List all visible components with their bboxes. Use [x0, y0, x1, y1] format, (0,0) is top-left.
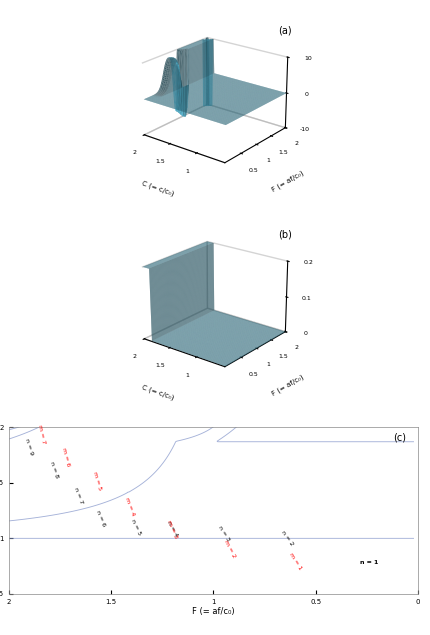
Text: n = 1: n = 1	[359, 560, 377, 565]
Text: m = 4: m = 4	[123, 497, 135, 517]
Text: n = 4: n = 4	[166, 521, 178, 538]
X-axis label: C (= c/c₀): C (= c/c₀)	[141, 384, 175, 401]
Text: n = 6: n = 6	[95, 509, 106, 527]
Text: m = 6: m = 6	[61, 447, 71, 467]
X-axis label: C (= c/c₀): C (= c/c₀)	[141, 180, 175, 197]
Text: (a): (a)	[278, 25, 292, 36]
Text: m = 3: m = 3	[166, 519, 178, 539]
Text: n = 5: n = 5	[129, 518, 141, 536]
Text: n = 8: n = 8	[49, 460, 58, 478]
Text: n = 2: n = 2	[280, 530, 293, 547]
Text: m = 5: m = 5	[92, 471, 101, 490]
Text: (b): (b)	[278, 229, 292, 239]
Text: m = 2: m = 2	[223, 540, 236, 559]
Text: (c): (c)	[392, 432, 405, 442]
Text: m = 7: m = 7	[37, 424, 46, 444]
Y-axis label: F (= af/c₀): F (= af/c₀)	[270, 170, 304, 193]
Y-axis label: F (= af/c₀): F (= af/c₀)	[270, 373, 304, 397]
X-axis label: F (= af/c₀): F (= af/c₀)	[192, 607, 234, 617]
Text: n = 7: n = 7	[73, 487, 83, 505]
Text: n = 3: n = 3	[216, 525, 230, 542]
Text: m = 1: m = 1	[287, 552, 302, 571]
Text: n = 9: n = 9	[24, 438, 34, 456]
